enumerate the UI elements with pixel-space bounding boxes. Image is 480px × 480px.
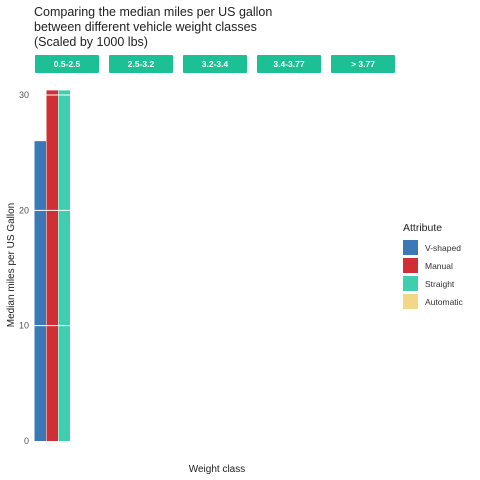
x-axis-label: Weight class: [189, 464, 246, 475]
y-tick-label: 0: [24, 436, 29, 446]
facet-strip-1: 2.5-3.2: [109, 55, 173, 73]
facet-strip-2: 3.2-3.4: [183, 55, 247, 73]
y-tick-labels: 0 10 20 30: [19, 90, 29, 446]
legend-item-straight: Straight: [403, 275, 478, 292]
legend-item-automatic: Automatic: [403, 293, 478, 310]
y-tick-label: 30: [19, 90, 29, 100]
facet-strip-3: 3.4-3.77: [257, 55, 321, 73]
facet-strip-4: > 3.77: [331, 55, 395, 73]
bar-straight: [58, 90, 70, 442]
legend-label: Manual: [425, 260, 453, 271]
legend-swatch: [403, 240, 418, 255]
bars: [34, 90, 70, 442]
facet-strips: 0.5-2.5 2.5-3.2 3.2-3.4 3.4-3.77 > 3.77: [32, 55, 395, 73]
legend: Attribute V-shaped Manual Straight Automati…: [403, 222, 478, 311]
bar-manual: [46, 90, 58, 442]
facet-strip-0: 0.5-2.5: [35, 55, 99, 73]
legend-label: Automatic: [425, 296, 463, 307]
legend-swatch: [403, 294, 418, 309]
gridlines: [33, 94, 73, 327]
bar-v-shaped: [34, 141, 46, 441]
y-tick-label: 20: [19, 205, 29, 215]
y-tick-label: 10: [19, 321, 29, 331]
legend-swatch: [403, 258, 418, 273]
chart-title: Comparing the median miles per US gallon…: [34, 5, 273, 49]
y-axis-label: Median miles per US Gallon: [6, 203, 17, 328]
legend-item-manual: Manual: [403, 257, 478, 274]
legend-label: V-shaped: [425, 242, 461, 253]
legend-swatch: [403, 276, 418, 291]
legend-label: Straight: [425, 278, 455, 289]
legend-item-v-shaped: V-shaped: [403, 239, 478, 256]
legend-title: Attribute: [403, 222, 443, 234]
